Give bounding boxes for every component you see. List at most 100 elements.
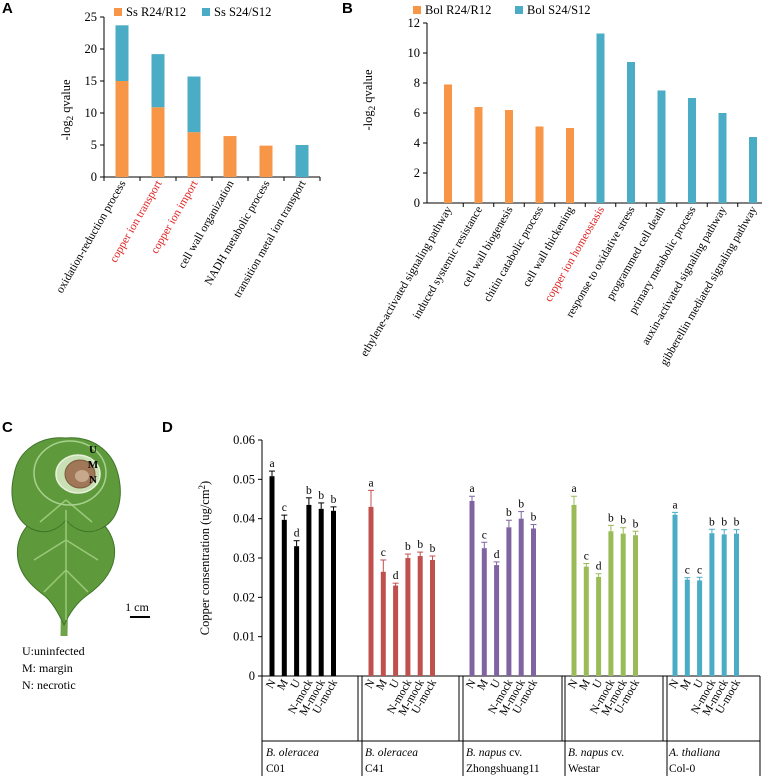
x-category-label: programmed cell death bbox=[605, 204, 669, 302]
bar-c01-u-mock bbox=[331, 510, 336, 676]
significance-letter: b bbox=[531, 512, 537, 524]
significance-letter: d bbox=[596, 561, 602, 573]
bar-c01-n bbox=[269, 476, 275, 676]
uninfected-ring bbox=[33, 440, 107, 506]
panel-letter-b: B bbox=[342, 0, 353, 17]
significance-letter: a bbox=[368, 477, 373, 489]
bar-col-0-m-mock bbox=[721, 534, 727, 676]
y-tick-label: 6 bbox=[414, 106, 420, 120]
significance-letter: b bbox=[405, 541, 411, 553]
scale-bar-label: 1 cm bbox=[125, 600, 149, 614]
significance-letter: b bbox=[608, 512, 614, 524]
y-tick-label: 0 bbox=[414, 196, 420, 210]
significance-letter: b bbox=[734, 517, 740, 529]
x-category-label: NADH metabolic process bbox=[203, 178, 273, 287]
bar-ss-s24-s12-copper-ion-transport bbox=[151, 54, 165, 108]
y-tick-label: 10 bbox=[408, 46, 421, 60]
significance-letter: c bbox=[282, 502, 287, 514]
panel-letter-d: D bbox=[162, 419, 173, 436]
bar-col-0-u-mock bbox=[734, 533, 739, 676]
bar-c41-n-mock bbox=[405, 558, 411, 676]
bar-c41-m-mock bbox=[417, 556, 423, 676]
significance-letter: b bbox=[518, 499, 524, 511]
bar-col-0-n-mock bbox=[709, 533, 715, 676]
group-cultivar-label: Zhongshuang11 bbox=[466, 763, 540, 775]
y-tick-label: 0.04 bbox=[233, 512, 256, 526]
significance-letter: b bbox=[633, 518, 639, 530]
bar-c01-m bbox=[281, 519, 287, 676]
bar-ss-r24-r12-cell-wall-organization bbox=[223, 136, 237, 177]
group-species-label: B. oleracea bbox=[266, 747, 319, 759]
bar-col-0-m bbox=[684, 579, 690, 676]
x-category-label: oxidation-reduction process bbox=[54, 178, 129, 295]
bar-westar-m bbox=[583, 566, 589, 676]
y-tick-label: 0.03 bbox=[233, 551, 255, 565]
legend-necrotic: N: necrotic bbox=[22, 678, 76, 692]
bar-zhongshuang11-n bbox=[469, 500, 475, 676]
bar-ss-r24-r12-oxidation-reduction-process bbox=[115, 81, 129, 177]
y-axis-label: Copper consentration (ug/cm2) bbox=[197, 481, 212, 635]
legend-swatch-ss-r24-r12 bbox=[114, 8, 122, 16]
legend-swatch-bol-s24-s12 bbox=[515, 6, 523, 14]
bar-ss-r24-r12-copper-ion-transport bbox=[151, 107, 165, 177]
leaf-photo: U M N 1 cm U:uninfected M: margin N: nec… bbox=[11, 437, 150, 692]
legend-swatch-bol-r24-r12 bbox=[413, 6, 421, 14]
bar-zhongshuang11-u-mock bbox=[531, 528, 536, 676]
bar-ss-r24-r12-copper-ion-import bbox=[187, 132, 201, 177]
bar-ss-r24-r12-nadh-metabolic-process bbox=[259, 145, 273, 177]
bar-c41-u bbox=[393, 585, 399, 676]
significance-letter: b bbox=[721, 517, 727, 529]
bar-c01-m-mock bbox=[318, 508, 324, 676]
significance-letter: a bbox=[571, 483, 576, 495]
y-tick-label: 0.06 bbox=[233, 433, 255, 447]
bar-programmed-cell-death bbox=[657, 90, 666, 203]
significance-letter: b bbox=[331, 494, 337, 506]
significance-letter: b bbox=[417, 539, 423, 551]
group-species-label: B. napus cv. bbox=[466, 747, 522, 759]
bar-col-0-u bbox=[697, 580, 703, 676]
bar-c01-n-mock bbox=[306, 504, 312, 676]
group-species-label: A. thaliana bbox=[668, 747, 720, 759]
y-tick-label: 2 bbox=[414, 166, 420, 180]
significance-letter: c bbox=[584, 551, 589, 563]
legend-label-ss-s24-s12: Ss S24/S12 bbox=[214, 5, 271, 19]
group-cultivar-label: Westar bbox=[568, 763, 600, 775]
y-tick-label: 0 bbox=[249, 669, 255, 683]
legend-label-ss-r24-r12: Ss R24/R12 bbox=[126, 5, 186, 19]
significance-letter: c bbox=[482, 529, 487, 541]
bar-cell-wall-thickening bbox=[566, 128, 574, 203]
bar-westar-u bbox=[596, 576, 602, 676]
bar-gibberellin-mediated-signaling-pathway bbox=[749, 137, 757, 203]
legend-label-bol-r24-r12: Bol R24/R12 bbox=[425, 3, 491, 17]
legend-margin: M: margin bbox=[22, 661, 73, 675]
bar-c01-u bbox=[294, 546, 300, 676]
bar-col-0-n bbox=[672, 514, 678, 676]
significance-letter: d bbox=[393, 570, 399, 582]
y-tick-label: 0 bbox=[91, 170, 97, 184]
significance-letter: a bbox=[269, 458, 274, 470]
leaf-veins bbox=[33, 499, 99, 620]
bar-c41-u-mock bbox=[430, 559, 435, 676]
significance-letter: a bbox=[672, 499, 677, 511]
bar-c41-m bbox=[380, 571, 386, 676]
y-tick-label: 20 bbox=[85, 42, 98, 56]
group-cultivar-label: C01 bbox=[266, 763, 285, 775]
bar-copper-ion-homeostasis bbox=[596, 33, 605, 203]
bar-zhongshuang11-m bbox=[481, 548, 487, 676]
y-axis-label: -log2 qvalue bbox=[361, 69, 377, 131]
panel-letter-a: A bbox=[2, 0, 13, 17]
bar-cell-wall-biogenesis bbox=[505, 110, 513, 203]
bar-zhongshuang11-m-mock bbox=[518, 518, 524, 676]
significance-letter: b bbox=[306, 485, 312, 497]
y-tick-label: 12 bbox=[408, 16, 421, 30]
significance-letter: b bbox=[620, 515, 626, 527]
group-species-label: B. napus cv. bbox=[568, 747, 624, 759]
y-tick-label: 5 bbox=[91, 138, 97, 152]
y-tick-label: 8 bbox=[414, 76, 420, 90]
y-tick-label: 0.02 bbox=[233, 590, 255, 604]
bar-auxin-activated-signaling-pathway bbox=[718, 113, 727, 203]
panel-letter-c: C bbox=[2, 419, 13, 436]
